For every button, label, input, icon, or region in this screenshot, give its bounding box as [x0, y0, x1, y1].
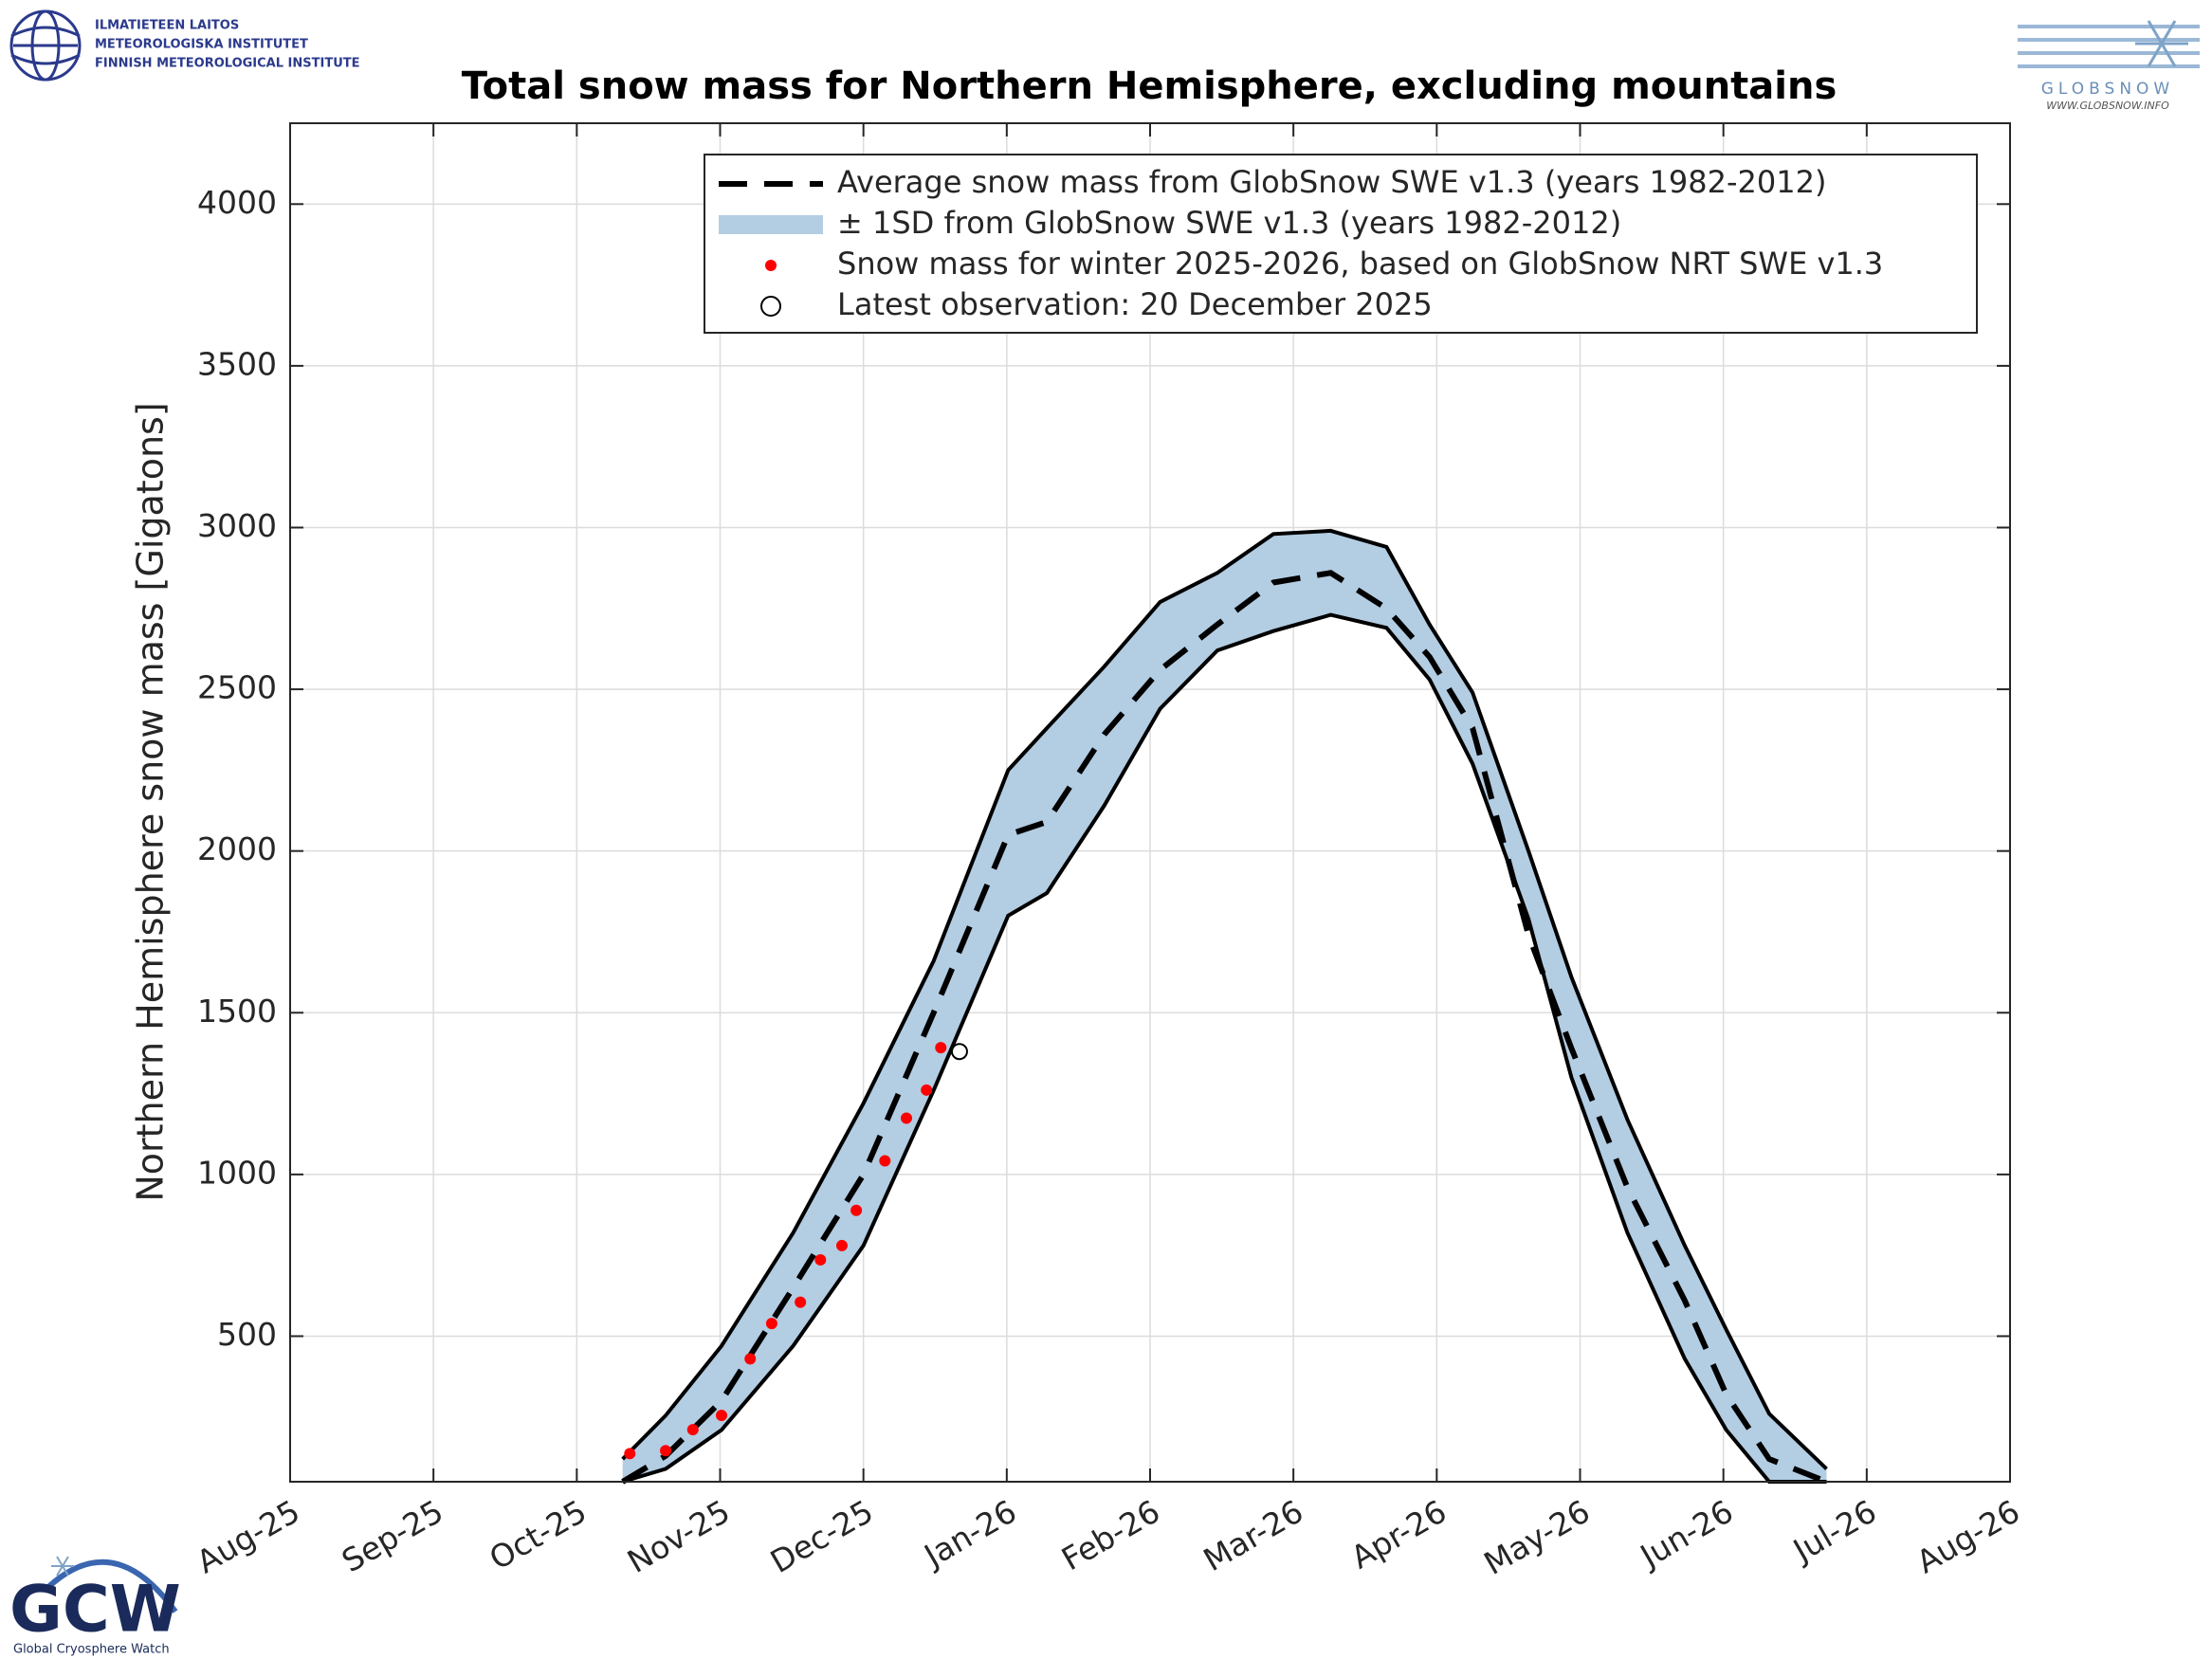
observation-point — [624, 1448, 636, 1460]
y-axis-label: Northern Hemisphere snow mass [Gigatons] — [130, 402, 172, 1201]
observation-point — [744, 1353, 757, 1365]
legend-swatch — [765, 260, 777, 271]
legend-label: ± 1SD from GlobSnow SWE v1.3 (years 1982… — [837, 205, 1621, 241]
sd-bound-line — [621, 528, 1828, 1470]
y-tick-label: 4000 — [197, 184, 277, 221]
chart-title: Total snow mass for Northern Hemisphere,… — [462, 64, 1837, 108]
mean-line — [621, 570, 1828, 1485]
institute-name: METEOROLOGISKA INSTITUTET — [95, 38, 308, 52]
globsnow-url: WWW.GLOBSNOW.INFO — [2046, 100, 2169, 112]
gcw-full-name: Global Cryosphere Watch — [13, 1643, 170, 1657]
y-tick-label: 3000 — [197, 507, 277, 544]
observation-point — [835, 1239, 848, 1251]
observation-point — [765, 1318, 777, 1330]
observation-point — [660, 1445, 672, 1457]
legend-swatch — [760, 296, 781, 317]
sd-band — [622, 530, 1827, 1482]
observation-point — [716, 1410, 728, 1422]
observation-point — [686, 1424, 699, 1436]
observation-point — [901, 1112, 913, 1124]
y-tick-label: 1000 — [197, 1154, 277, 1191]
latest-observation — [950, 1043, 968, 1061]
axes-box — [289, 122, 2011, 1483]
observation-point — [814, 1253, 827, 1266]
globsnow-name: GLOBSNOW — [2041, 80, 2174, 99]
institute-name: FINNISH METEOROLOGICAL INSTITUTE — [95, 57, 360, 71]
globsnow-logo — [2018, 20, 2200, 68]
y-tick-label: 3500 — [197, 345, 277, 382]
y-tick-label: 2500 — [197, 669, 277, 706]
institute-name: ILMATIETEEN LAITOS — [95, 19, 239, 33]
observation-point — [879, 1155, 891, 1167]
observation-point — [850, 1204, 863, 1216]
legend-label: Latest observation: 20 December 2025 — [837, 286, 1433, 322]
legend-box — [704, 154, 1978, 334]
gcw-logo — [45, 1556, 178, 1613]
sd-bound-line — [622, 612, 1827, 1484]
fmi-logo — [9, 9, 82, 82]
y-tick-label: 500 — [217, 1316, 277, 1353]
legend-label: Average snow mass from GlobSnow SWE v1.3… — [837, 164, 1826, 200]
gcw-name: GCW — [9, 1573, 181, 1648]
legend-swatch — [719, 215, 823, 234]
observation-point — [921, 1084, 933, 1096]
observation-point — [935, 1042, 947, 1054]
observation-point — [795, 1296, 807, 1308]
y-tick-label: 1500 — [197, 993, 277, 1030]
legend-label: Snow mass for winter 2025-2026, based on… — [837, 246, 1883, 282]
y-tick-label: 2000 — [197, 830, 277, 867]
